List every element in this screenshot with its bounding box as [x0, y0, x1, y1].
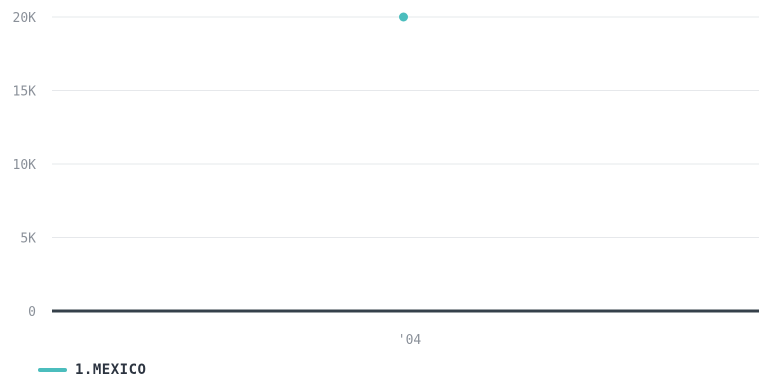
data-point-0-0[interactable] — [399, 12, 408, 22]
y-tick-label: 10K — [13, 158, 37, 173]
y-tick-label: 15K — [13, 85, 37, 100]
legend: 1.MEXICO — [38, 362, 146, 378]
y-tick-label: 20K — [13, 11, 37, 26]
legend-label-mexico: 1.MEXICO — [75, 362, 147, 378]
y-tick-label: 0 — [28, 305, 36, 320]
legend-swatch-mexico — [38, 368, 67, 372]
y-tick-label: 5K — [20, 232, 36, 247]
x-tick-label: '04 — [398, 333, 422, 348]
